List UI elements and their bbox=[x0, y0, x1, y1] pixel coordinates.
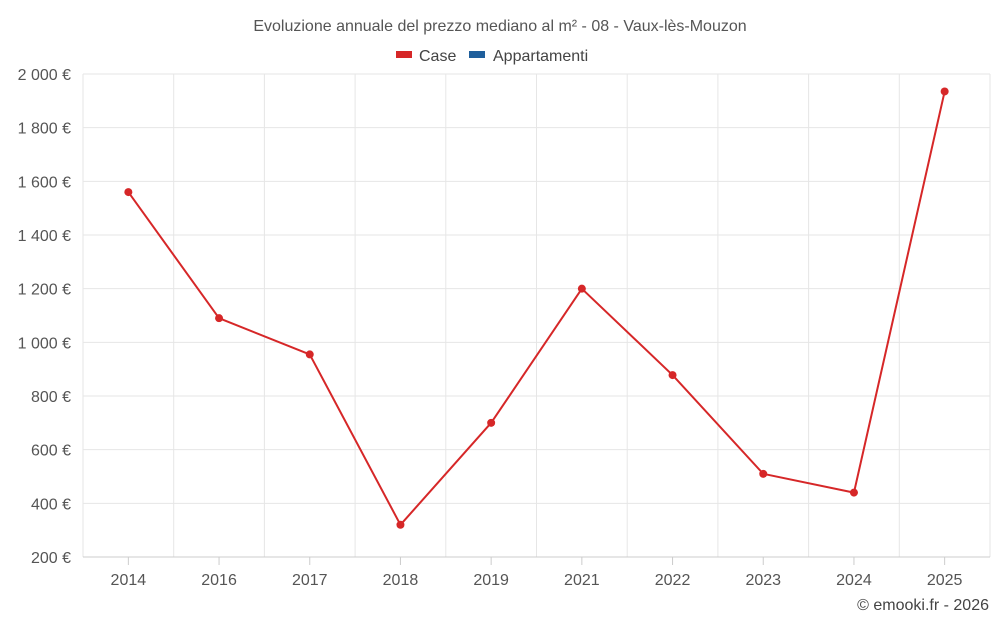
series-case bbox=[124, 87, 949, 529]
data-point[interactable] bbox=[487, 418, 496, 427]
y-tick-label: 600 € bbox=[31, 443, 71, 460]
legend-swatch-appartamenti bbox=[469, 51, 485, 58]
x-tick-label: 2025 bbox=[927, 572, 963, 589]
x-tick-label: 2018 bbox=[383, 572, 419, 589]
x-tick-label: 2023 bbox=[745, 572, 781, 589]
axes: 200 € 400 € 600 € 800 € 1 000 € 1 200 € 1 400 … bbox=[18, 67, 990, 589]
x-tick-label: 2014 bbox=[111, 572, 147, 589]
x-tick-label: 2024 bbox=[836, 572, 872, 589]
y-tick-label: 400 € bbox=[31, 496, 71, 513]
data-point[interactable] bbox=[577, 284, 586, 293]
y-tick-label: 200 € bbox=[31, 550, 71, 567]
legend: Case Appartamenti bbox=[396, 48, 588, 65]
grid bbox=[82, 73, 991, 557]
y-tick-label: 2 000 € bbox=[18, 67, 71, 84]
y-tick-label: 1 000 € bbox=[18, 335, 71, 352]
data-point[interactable] bbox=[759, 469, 768, 478]
y-tick-label: 1 400 € bbox=[18, 228, 71, 245]
data-point[interactable] bbox=[396, 520, 405, 529]
x-tick-label: 2021 bbox=[564, 572, 600, 589]
y-tick-label: 1 200 € bbox=[18, 282, 71, 299]
data-point[interactable] bbox=[668, 371, 677, 380]
legend-label-case[interactable]: Case bbox=[419, 48, 456, 65]
x-tick-label: 2017 bbox=[292, 572, 328, 589]
legend-swatch-case bbox=[396, 51, 412, 58]
y-tick-label: 800 € bbox=[31, 389, 71, 406]
credit-text: © emooki.fr - 2026 bbox=[857, 597, 989, 614]
data-point[interactable] bbox=[124, 188, 133, 197]
series-line bbox=[127, 91, 946, 526]
chart-title: Evoluzione annuale del prezzo mediano al… bbox=[253, 18, 746, 35]
data-point[interactable] bbox=[849, 488, 858, 497]
x-tick-label: 2022 bbox=[655, 572, 691, 589]
y-tick-label: 1 600 € bbox=[18, 174, 71, 191]
data-point[interactable] bbox=[305, 350, 314, 359]
data-point[interactable] bbox=[215, 314, 224, 323]
x-tick-label: 2019 bbox=[473, 572, 509, 589]
y-tick-label: 1 800 € bbox=[18, 121, 71, 138]
x-tick-label: 2016 bbox=[201, 572, 237, 589]
data-point[interactable] bbox=[940, 87, 949, 96]
legend-label-appartamenti[interactable]: Appartamenti bbox=[493, 48, 588, 65]
